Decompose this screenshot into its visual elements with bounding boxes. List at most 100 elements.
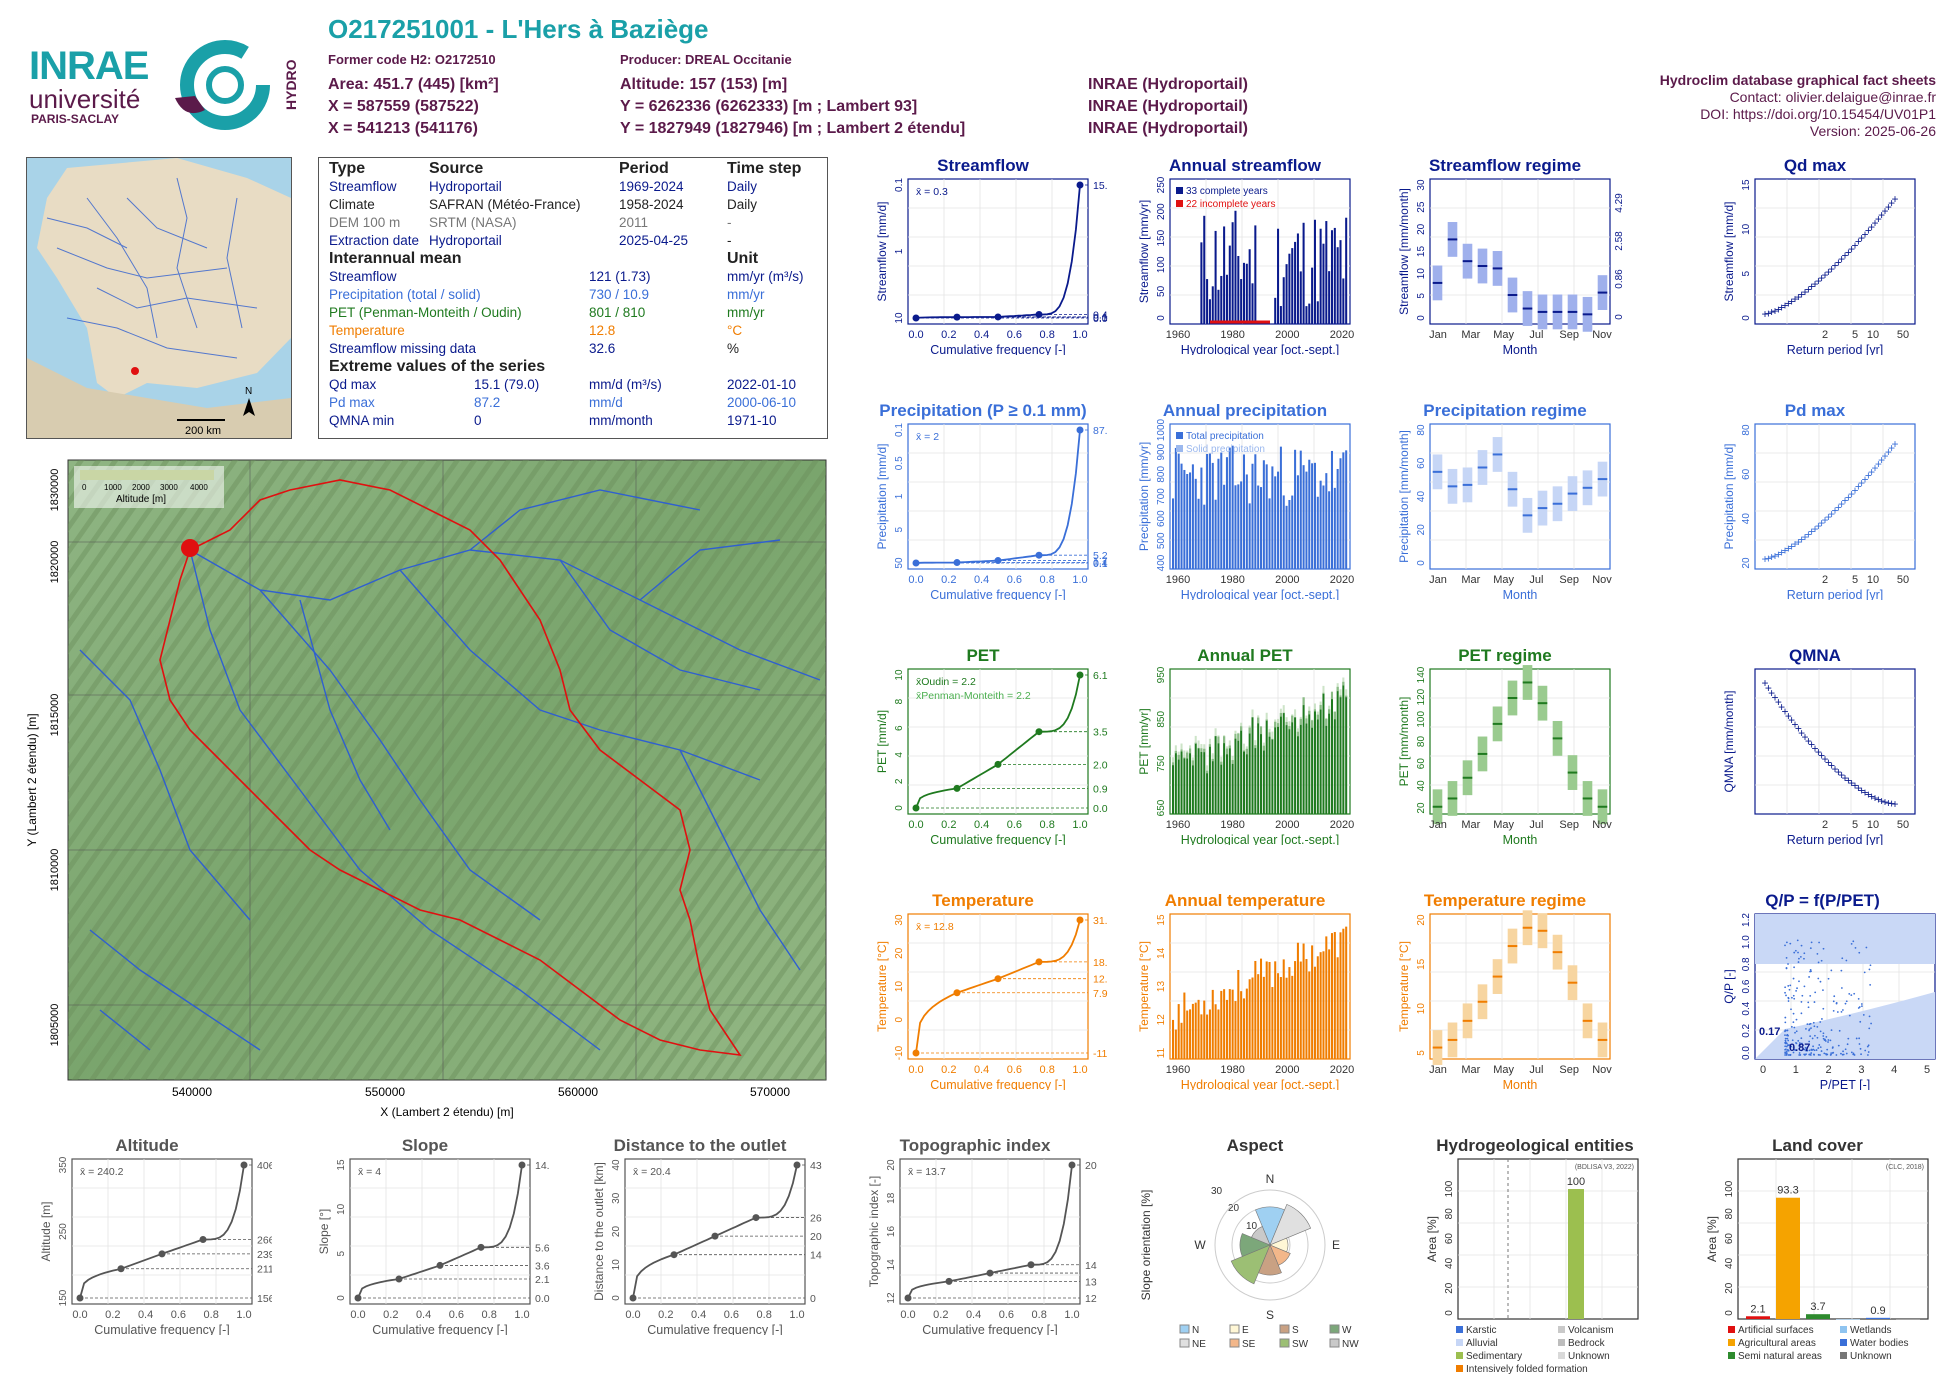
slope-right-tick: 2.1 bbox=[535, 1274, 550, 1286]
topo-ytick: 12 bbox=[886, 1292, 897, 1304]
qp-svg: Q/P = f(P/PET) 0.17 0.87 0 1 2 3 4 5 0.0 0.2 0.4 0.6… bbox=[1722, 891, 1936, 1092]
qp-point bbox=[1798, 1052, 1801, 1054]
qp-point bbox=[1796, 987, 1798, 990]
temp_regime-xtick: Nov bbox=[1592, 1064, 1612, 1076]
tbl-r4c3: 2025-04-25 bbox=[619, 233, 689, 248]
annual_pet-bar bbox=[1240, 726, 1243, 814]
qp-point bbox=[1801, 1042, 1803, 1045]
pet_cdf-mean-label-2: x̄Penman-Monteith = 2.2 bbox=[916, 690, 1031, 702]
qd_max-point: + bbox=[1768, 305, 1775, 319]
annual_temp-bar bbox=[1271, 987, 1274, 1059]
pd_max-point: + bbox=[1801, 530, 1808, 544]
qp-point bbox=[1785, 1045, 1788, 1048]
annual_streamflow-xtick: 1980 bbox=[1220, 329, 1244, 341]
annual_temp-ytick: 15 bbox=[1156, 914, 1167, 926]
annual_pet-bar-ghost bbox=[1282, 705, 1285, 714]
altitude-right-tick: 211 bbox=[257, 1264, 272, 1276]
qd_max-point: + bbox=[1778, 301, 1785, 315]
annual_precip-bar bbox=[1274, 476, 1277, 569]
qmna-xtick: 5 bbox=[1852, 819, 1858, 831]
pd_max-point: + bbox=[1851, 483, 1858, 497]
aspect-wedge bbox=[1269, 1203, 1312, 1246]
annual_precip-title: Annual precipitation bbox=[1163, 401, 1327, 420]
annual_streamflow-xtick: 2000 bbox=[1275, 329, 1299, 341]
slope-panel: Slope 14.7 5.6 3.6 2.1 0.0 x̄ = 4 0.0 0.2 0.4 0.6 0… bbox=[300, 1135, 556, 1337]
qp-point bbox=[1794, 949, 1797, 952]
qd_max-point: + bbox=[1841, 249, 1848, 263]
streamflow_regime-ytick: 25 bbox=[1416, 201, 1427, 213]
th-type: Type bbox=[329, 160, 366, 177]
annual_precip-bar bbox=[1328, 491, 1331, 569]
pet_regime-ytick: 20 bbox=[1416, 802, 1427, 814]
streamflow_cdf-mean-label: x̄ = 0.3 bbox=[916, 186, 948, 198]
annual_streamflow-bar bbox=[1225, 274, 1228, 324]
ext-pd-unit: mm/d bbox=[589, 395, 623, 410]
annual_temp-bar bbox=[1336, 957, 1339, 1059]
distance-title: Distance to the outlet bbox=[614, 1136, 787, 1155]
qd_max-point: + bbox=[1881, 204, 1888, 218]
annual_pet-bar bbox=[1220, 761, 1223, 814]
annual_temp-bar bbox=[1225, 999, 1228, 1059]
annual_precip-bar bbox=[1333, 487, 1336, 569]
annual_pet-bar bbox=[1299, 718, 1302, 814]
qd_max-title: Qd max bbox=[1784, 156, 1847, 175]
annual_streamflow-bar bbox=[1206, 279, 1209, 324]
annual_temp-bar bbox=[1254, 960, 1257, 1059]
annual_precip-xlabel: Hydrological year [oct.-sept.] bbox=[1181, 588, 1339, 600]
annual_temp-bar bbox=[1299, 961, 1302, 1059]
annual_temp-bar bbox=[1203, 1000, 1206, 1059]
slope-svg: Slope 14.7 5.6 3.6 2.1 0.0 x̄ = 4 0.0 0.2 0.4 0.6 0… bbox=[317, 1136, 556, 1337]
distance-xtick: 1.0 bbox=[789, 1309, 804, 1321]
streamflow_regime-xlabel: Month bbox=[1503, 343, 1538, 355]
annual_temp-bar bbox=[1231, 989, 1234, 1059]
annual_precip-bar bbox=[1277, 471, 1280, 569]
annual_pet-bar bbox=[1254, 745, 1257, 814]
qd_max-xtick: 10 bbox=[1867, 329, 1879, 341]
pd_max-point: + bbox=[1871, 461, 1878, 475]
annual_precip-panel: Annual precipitation Total precipitation S… bbox=[1120, 400, 1370, 602]
streamflow_cdf-xtick: 0.8 bbox=[1040, 329, 1055, 341]
qmna-point: + bbox=[1771, 691, 1778, 705]
pd_max-xtick: 2 bbox=[1822, 574, 1828, 586]
slope-right-tick: 0.0 bbox=[535, 1293, 550, 1305]
annual_streamflow-bar bbox=[1308, 303, 1311, 324]
pet_cdf-right-tick: 6.1 bbox=[1093, 670, 1108, 682]
tbl-r1c3: 1969-2024 bbox=[619, 179, 684, 194]
annual_temp-bar bbox=[1189, 1009, 1192, 1059]
streamflow_regime-ylabel2: Streamflow [m³/s] bbox=[1629, 209, 1630, 295]
annual_streamflow-bar bbox=[1299, 271, 1302, 324]
tbl-r3c4: - bbox=[727, 215, 732, 230]
annual_pet-bar bbox=[1285, 721, 1288, 814]
qp-point bbox=[1840, 987, 1843, 989]
slope-title: Slope bbox=[402, 1136, 448, 1155]
pet_cdf-xtick: 1.0 bbox=[1072, 819, 1087, 831]
annual_streamflow-bar bbox=[1311, 267, 1314, 324]
qp-point bbox=[1823, 1052, 1826, 1055]
map-ytick-1: 1805000 bbox=[49, 1004, 61, 1047]
annual_streamflow-bar bbox=[1240, 279, 1243, 324]
precip_regime-ytick: 40 bbox=[1416, 491, 1427, 503]
distance-right-tick: 20 bbox=[810, 1231, 822, 1243]
slope-ylabel: Slope [°] bbox=[317, 1209, 331, 1255]
topo-title: Topographic index bbox=[900, 1136, 1051, 1155]
annual_streamflow-bar bbox=[1220, 275, 1223, 324]
qmna-frame bbox=[1754, 668, 1916, 815]
annual_precip-bar bbox=[1214, 499, 1217, 569]
ext-pd-value: 87.2 bbox=[474, 395, 501, 410]
slope-right-tick: 14.7 bbox=[535, 1160, 550, 1172]
qp-point bbox=[1827, 1041, 1829, 1043]
pd_max-frame bbox=[1754, 423, 1916, 570]
annual_pet-bar-ghost bbox=[1225, 746, 1228, 755]
pet_regime-xtick: Mar bbox=[1461, 819, 1480, 831]
qd_max-point: + bbox=[1811, 277, 1818, 291]
annual_streamflow-ytick: 0 bbox=[1156, 315, 1167, 321]
qp-point bbox=[1806, 1049, 1809, 1052]
topo-xtick: 0.0 bbox=[900, 1309, 915, 1321]
qd_max-point: + bbox=[1798, 287, 1805, 301]
annual_pet-bar-ghost bbox=[1262, 742, 1265, 751]
pet_cdf-ytick: 4 bbox=[894, 752, 905, 758]
annual_streamflow-panel: Annual streamflow 33 complete years 22 inc… bbox=[1120, 155, 1370, 357]
qp-point bbox=[1795, 1030, 1798, 1033]
qp-point bbox=[1787, 1044, 1790, 1047]
qd_max-point: + bbox=[1858, 231, 1865, 245]
